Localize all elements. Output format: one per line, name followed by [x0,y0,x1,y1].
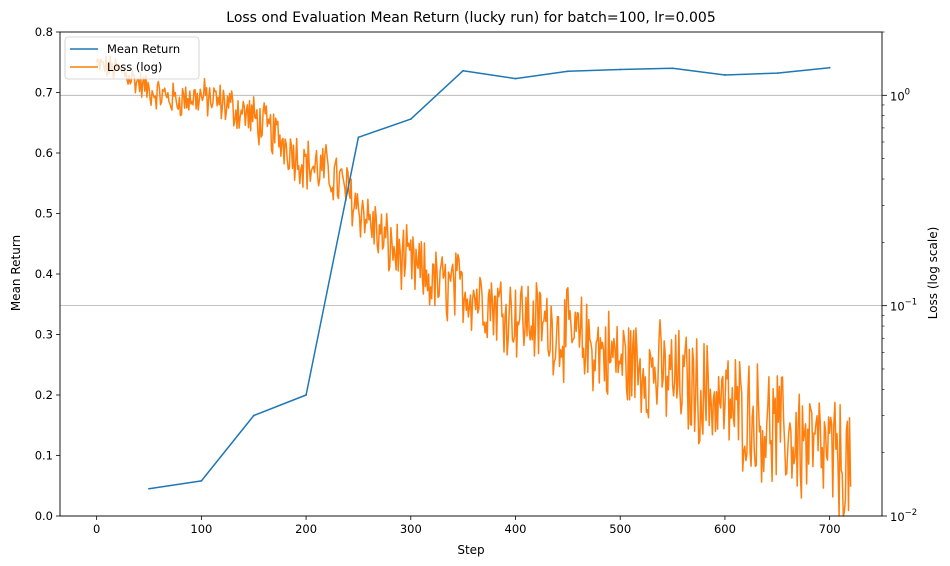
y-tick-label: 0.1 [35,449,53,463]
y-tick-label: 0.8 [35,25,53,39]
x-tick-label: 500 [609,522,631,536]
y-tick-label: 0.4 [35,267,53,281]
y2-axis-label: Loss (log scale) [926,227,940,320]
y-tick-label: 0.0 [35,509,53,523]
mean-return-point [514,77,517,80]
x-axis: 0 100 200 300 400 500 600 700 [93,516,841,536]
chart-title: Loss ond Evaluation Mean Return (lucky r… [226,10,715,26]
y2-tick-exponent: −1 [905,298,918,308]
x-tick-label: 200 [295,522,317,536]
mean-return-point [828,66,831,69]
mean-return-point [462,69,465,72]
x-axis-label: Step [457,543,484,557]
y-axis-left: 0.0 0.1 0.2 0.3 0.4 0.5 0.6 0.7 0.8 [35,25,60,523]
mean-return-point [148,487,150,490]
x-tick-label: 600 [714,522,736,536]
legend-label: Mean Return [107,42,180,56]
y-tick-label: 0.6 [35,146,53,160]
y-tick-label: 0.5 [35,207,53,221]
mean-return-point [252,414,255,417]
mean-return-point [305,394,307,396]
mean-return-line [148,66,830,490]
y-tick-label: 0.7 [35,86,53,100]
x-tick-label: 100 [190,522,212,536]
mean-return-point [776,72,779,75]
y2-tick-label: 10−1 [890,298,917,314]
y2-tick-base: 10 [890,510,905,524]
x-tick-label: 300 [400,522,422,536]
mean-return-point [200,480,203,482]
y2-tick-exponent: −2 [905,508,918,518]
loss-line [95,55,852,517]
y2-tick-label: 100 [890,87,910,103]
mean-return-point [724,74,726,76]
x-tick-label: 0 [93,522,100,536]
legend-box [64,36,200,80]
x-tick-label: 400 [505,522,527,536]
y-tick-label: 0.2 [35,388,53,402]
x-tick-label: 700 [819,522,841,536]
mean-return-point [566,70,569,73]
mean-return-point [671,67,674,70]
series-layer [95,55,852,517]
mean-return-point [409,118,412,121]
mean-return-point [619,68,622,71]
y2-tick-label: 10−2 [890,508,917,524]
y-tick-label: 0.3 [35,328,53,342]
legend-label: Loss (log) [107,60,162,74]
y2-tick-exponent: 0 [905,87,910,97]
legend: Mean Return Loss (log) [64,36,200,80]
mean-return-point [357,136,360,139]
y2-tick-base: 10 [890,89,905,103]
y-axis-label: Mean Return [9,235,23,311]
y2-tick-base: 10 [890,300,905,314]
